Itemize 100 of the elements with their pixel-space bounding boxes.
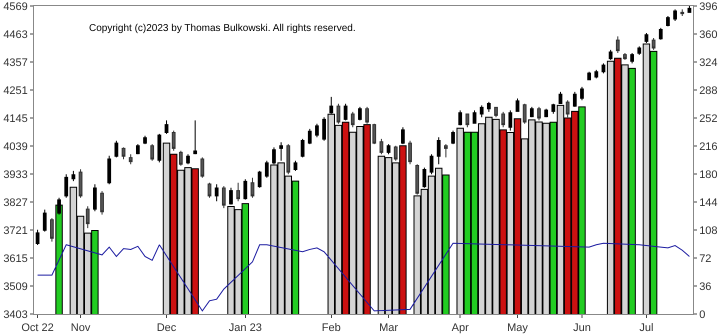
x-tick-label: Mar xyxy=(379,322,398,334)
candlestick xyxy=(294,160,298,172)
candlestick xyxy=(286,144,290,175)
candlestick xyxy=(243,178,248,200)
x-tick-label: Feb xyxy=(322,322,341,334)
x-tick-label: Apr xyxy=(452,322,470,334)
y2-tick-label: 0 xyxy=(699,308,706,321)
candlestick xyxy=(36,229,40,246)
candlestick xyxy=(673,8,677,22)
candlestick xyxy=(372,123,376,145)
x-tick-label: Jun xyxy=(573,322,591,334)
candlestick xyxy=(630,52,634,64)
y-tick-label: 4145 xyxy=(3,112,28,125)
candlestick xyxy=(78,168,82,198)
candlestick xyxy=(136,144,140,155)
candlestick xyxy=(222,186,226,209)
candlestick xyxy=(572,91,577,108)
candlestick xyxy=(178,150,183,166)
y-tick-label: 4357 xyxy=(3,56,28,69)
candlestick xyxy=(594,69,598,79)
candlestick xyxy=(42,209,47,232)
candlestick xyxy=(522,103,527,124)
y-tick-label: 4569 xyxy=(3,0,28,13)
candlestick xyxy=(486,101,491,112)
candlestick xyxy=(128,154,133,165)
candlestick xyxy=(386,144,390,155)
x-tick-label: Nov xyxy=(70,322,91,334)
candlestick xyxy=(236,182,240,202)
candlestick xyxy=(107,155,112,185)
y-tick-label: 3403 xyxy=(3,308,28,321)
candlestick xyxy=(623,52,627,60)
candlestick xyxy=(315,123,319,138)
candlestick xyxy=(566,100,570,118)
candlestick xyxy=(93,184,97,212)
y-tick-label: 4251 xyxy=(3,84,28,97)
y-tick-label: 3721 xyxy=(3,224,28,237)
line-series xyxy=(37,242,690,312)
candlestick xyxy=(394,145,398,162)
y2-tick-label: 252 xyxy=(699,112,718,125)
candlestick xyxy=(551,103,556,114)
y2-tick-label: 108 xyxy=(699,224,718,237)
candlestick xyxy=(458,110,462,126)
candlestick xyxy=(666,16,670,27)
candlestick xyxy=(358,106,362,121)
candlestick xyxy=(122,146,126,160)
candlestick xyxy=(688,6,692,14)
y2-tick-label: 36 xyxy=(699,280,712,293)
x-tick-label: Jan 23 xyxy=(228,322,262,334)
candlestick xyxy=(658,27,663,40)
candlestick xyxy=(157,133,162,163)
y2-tick-label: 360 xyxy=(699,28,718,41)
y-tick-label: 3827 xyxy=(3,196,28,209)
y2-tick-label: 288 xyxy=(699,84,718,97)
candlestick xyxy=(200,156,204,178)
candlestick xyxy=(501,111,506,128)
candlestick xyxy=(350,111,355,128)
x-tick-label: Oct 22 xyxy=(21,322,54,334)
candlestick xyxy=(380,138,384,155)
y2-tick-label: 324 xyxy=(699,56,718,69)
y2-tick-label: 72 xyxy=(699,252,712,265)
candlestick xyxy=(365,106,369,124)
candlestick xyxy=(587,71,592,80)
candlestick xyxy=(616,36,620,54)
y-tick-label: 4039 xyxy=(3,140,28,153)
candlestick xyxy=(172,130,176,152)
y-tick-label: 3933 xyxy=(3,168,28,181)
candlestick xyxy=(86,206,90,229)
y2-tick-label: 144 xyxy=(699,196,718,209)
candlestick xyxy=(436,136,441,165)
candlestick xyxy=(480,104,484,118)
y2-tick-label: 180 xyxy=(699,168,718,181)
candlestick xyxy=(415,164,420,196)
candlestick xyxy=(444,144,448,158)
candlestick xyxy=(408,140,412,165)
y-tick-label: 3615 xyxy=(3,252,28,265)
x-tick-label: May xyxy=(507,322,528,334)
x-tick-label: Dec xyxy=(156,322,177,334)
candlestick xyxy=(537,106,541,121)
candlestick xyxy=(516,98,520,112)
candlestick xyxy=(465,113,470,128)
y-tick-label: 3509 xyxy=(3,280,28,293)
candlestick xyxy=(580,86,584,101)
candlestick xyxy=(100,190,104,216)
candlestick xyxy=(50,218,54,242)
candlestick xyxy=(300,138,304,158)
candlestick xyxy=(308,128,312,145)
y2-tick-label: 396 xyxy=(699,0,718,13)
candlestick xyxy=(143,135,147,145)
annotation: Copyright (c)2023 by Thomas Bulkowski. All rights reserved. xyxy=(89,23,356,34)
candlestick xyxy=(652,37,656,50)
y-tick-label: 4463 xyxy=(3,28,28,41)
candlestick xyxy=(114,140,118,158)
candlestick xyxy=(494,106,498,118)
candlestick xyxy=(336,103,340,124)
candlestick xyxy=(72,170,76,182)
candlestick xyxy=(150,144,154,162)
candlestick xyxy=(680,8,684,17)
candlestick xyxy=(258,170,262,188)
candlestick xyxy=(193,120,198,155)
candlestick xyxy=(208,182,212,198)
